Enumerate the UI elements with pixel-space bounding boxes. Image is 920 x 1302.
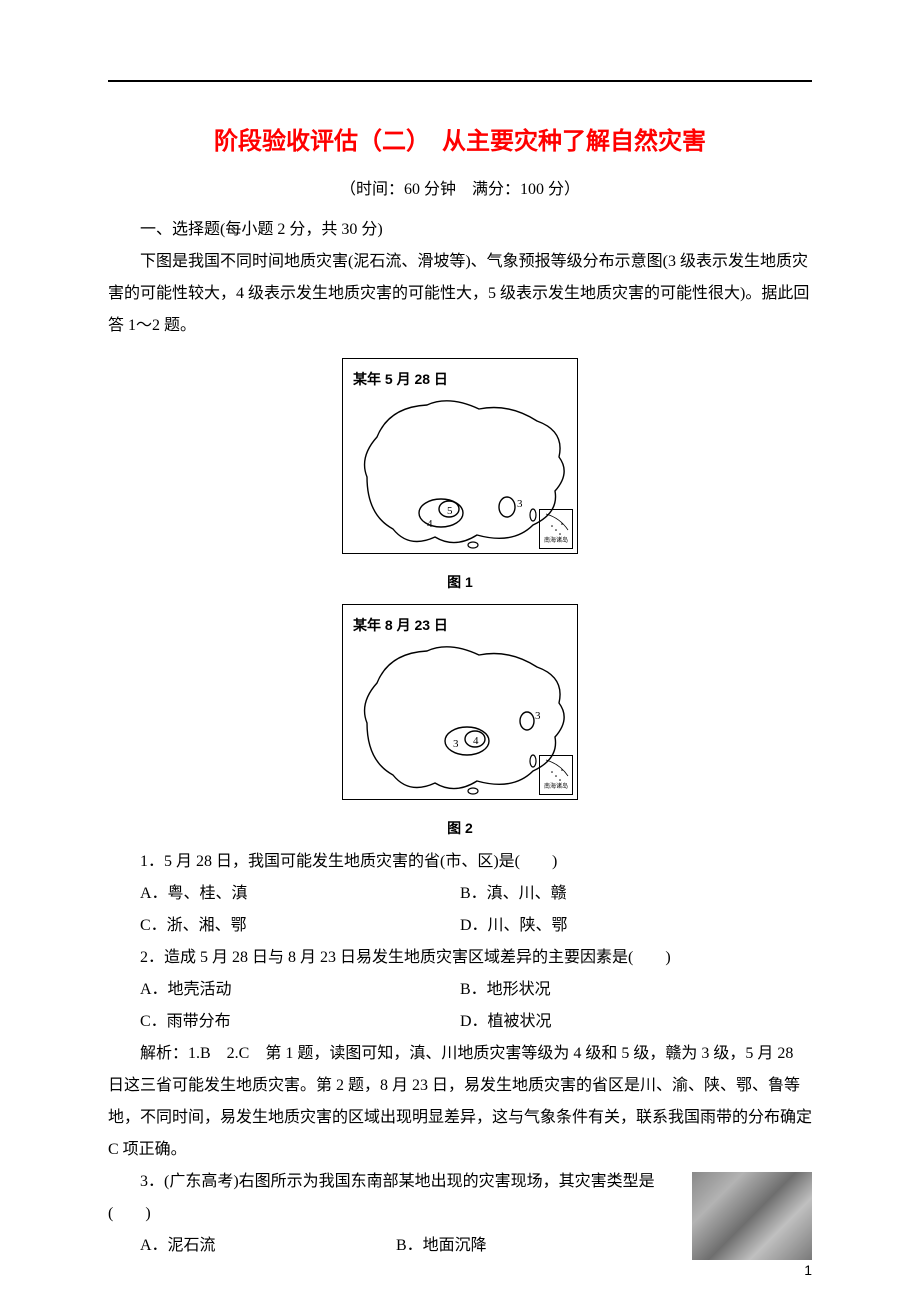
q3-option-b: B．地面沉降 [396,1230,684,1262]
q3-options-row1: A．泥石流 B．地面沉降 [108,1230,684,1262]
map-inset: 南海诸岛 [539,509,573,549]
page-subtitle: （时间：60 分钟 满分：100 分） [108,174,812,206]
page-content: 阶段验收评估（二） 从主要灾种了解自然灾害 （时间：60 分钟 满分：100 分… [0,0,920,1262]
intro-paragraph: 下图是我国不同时间地质灾害(泥石流、滑坡等)、气象预报等级分布示意图(3 级表示… [108,246,812,342]
svg-text:3: 3 [535,710,541,722]
islands-icon [542,512,572,540]
q1-options-row1: A．粤、桂、滇 B．滇、川、赣 [108,878,812,910]
svg-text:4: 4 [427,518,433,530]
q2-option-c: C．雨带分布 [108,1006,460,1038]
figure-2-caption: 图 2 [108,814,812,842]
svg-text:3: 3 [453,738,459,750]
q2-stem: 2．造成 5 月 28 日与 8 月 23 日易发生地质灾害区域差异的主要因素是… [108,942,812,974]
svg-text:3: 3 [517,498,523,510]
islands-icon [542,758,572,786]
page-title: 阶段验收评估（二） 从主要灾种了解自然灾害 [108,118,812,166]
disaster-photo [692,1172,812,1260]
q2-options-row1: A．地壳活动 B．地形状况 [108,974,812,1006]
q1-option-c: C．浙、湘、鄂 [108,910,460,942]
q1-option-a: A．粤、桂、滇 [108,878,460,910]
top-rule [108,80,812,82]
svg-text:4: 4 [473,735,479,747]
q2-options-row2: C．雨带分布 D．植被状况 [108,1006,812,1038]
explanation-1-2: 解析：1.B 2.C 第 1 题，读图可知，滇、川地质灾害等级为 4 级和 5 … [108,1038,812,1166]
q1-options-row2: C．浙、湘、鄂 D．川、陕、鄂 [108,910,812,942]
figure-1: 某年 5 月 28 日 4 5 3 [342,358,578,554]
figure-2: 某年 8 月 23 日 3 4 3 [342,604,578,800]
q2-option-a: A．地壳活动 [108,974,460,1006]
q1-option-d: D．川、陕、鄂 [460,910,812,942]
q1-stem: 1．5 月 28 日，我国可能发生地质灾害的省(市、区)是( ) [108,846,812,878]
q1-option-b: B．滇、川、赣 [460,878,812,910]
section-heading: 一、选择题(每小题 2 分，共 30 分) [108,214,812,246]
figure-block: 某年 5 月 28 日 4 5 3 [108,350,812,842]
q2-option-b: B．地形状况 [460,974,812,1006]
figure-1-caption: 图 1 [108,568,812,596]
page-number: 1 [804,1262,812,1278]
map-inset: 南海诸岛 [539,755,573,795]
svg-text:5: 5 [447,505,453,517]
q2-option-d: D．植被状况 [460,1006,812,1038]
q3-option-a: A．泥石流 [108,1230,396,1262]
